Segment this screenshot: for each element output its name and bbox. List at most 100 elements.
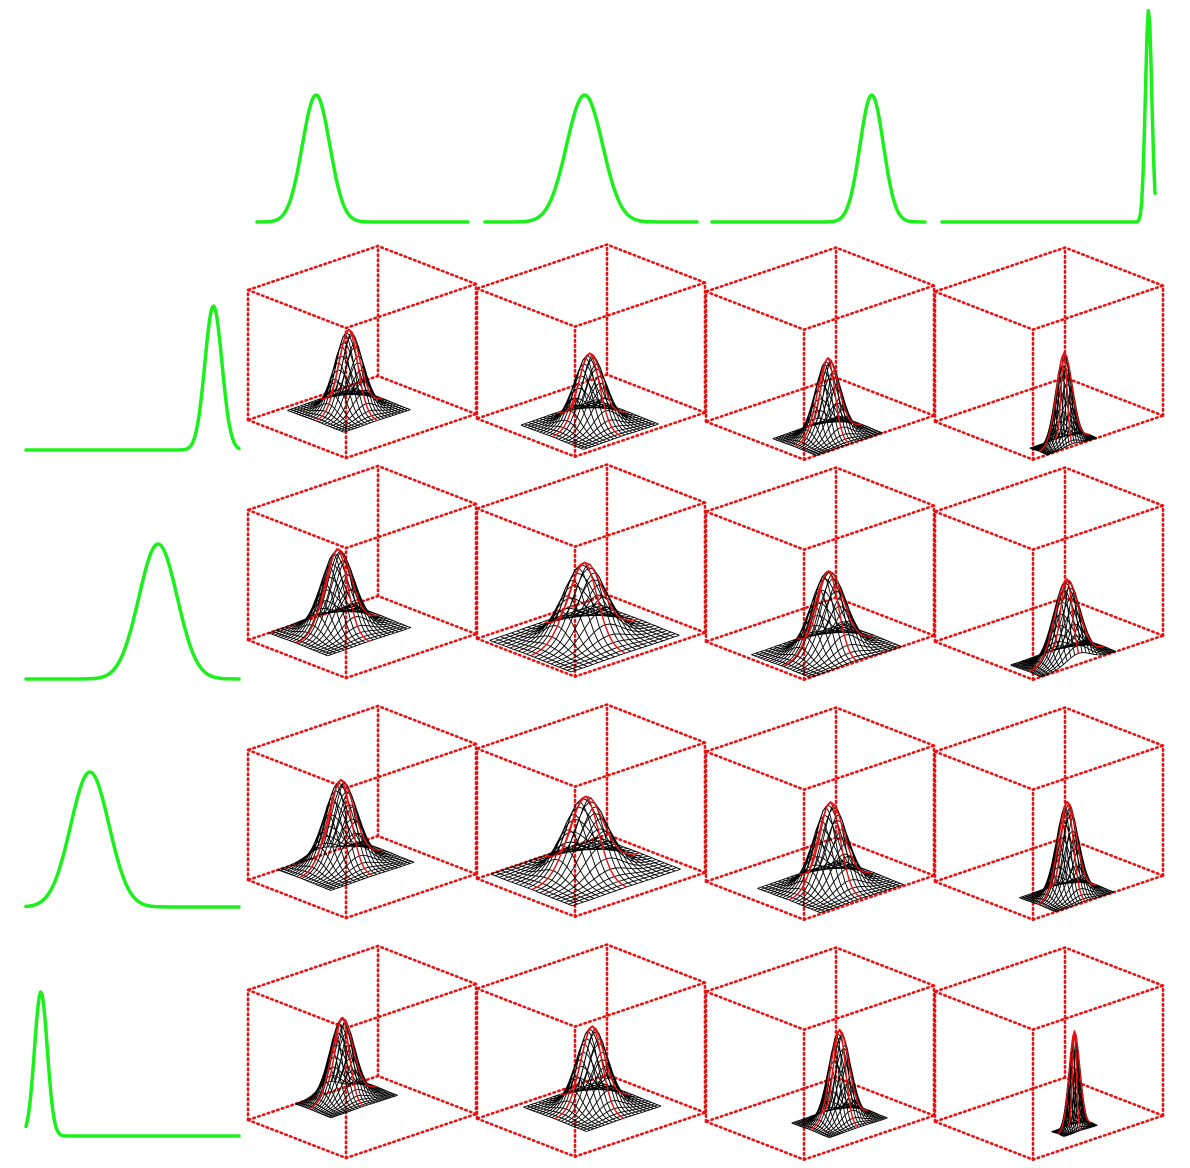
box-edge	[246, 244, 380, 292]
box-edge	[704, 836, 838, 883]
box-edge	[475, 1073, 609, 1120]
top-marginal-curves	[255, 8, 1157, 224]
box-edge	[573, 981, 707, 1028]
box-edge	[246, 464, 380, 512]
surface-panel-r2-c3	[704, 466, 936, 681]
surface-panels	[246, 243, 1165, 1161]
surface-panel-r4-c3	[704, 946, 936, 1161]
box-edge	[933, 466, 1067, 513]
box-edge	[573, 411, 707, 458]
box-edge	[246, 508, 348, 550]
box-edge	[246, 1074, 380, 1122]
box-edge	[704, 706, 838, 753]
box-edge	[933, 596, 1067, 643]
box-edge	[1063, 596, 1165, 637]
box-edge	[605, 703, 707, 744]
mesh-ridge-line	[327, 1017, 365, 1107]
box-edge	[475, 943, 609, 990]
box-edge	[344, 742, 478, 790]
box-edge	[344, 502, 478, 550]
top-marginal-curve-3	[710, 93, 927, 224]
box-edge	[704, 1076, 838, 1123]
mesh-line	[295, 548, 379, 644]
box-edge	[376, 1074, 478, 1116]
box-edge	[376, 374, 478, 416]
box-edge	[704, 376, 838, 423]
left-marginal-curves	[24, 304, 241, 1138]
box-edge	[834, 596, 936, 637]
box-edge	[344, 872, 478, 920]
box-edge	[573, 1111, 707, 1158]
box-edge	[704, 880, 806, 921]
mesh-ridge-line	[1037, 800, 1097, 906]
box-edge	[376, 464, 478, 506]
mesh-line	[580, 422, 656, 449]
box-edge	[573, 871, 707, 918]
box-edge	[933, 750, 1035, 791]
box-edge	[802, 504, 936, 551]
box-edge	[802, 414, 936, 461]
box-edge	[704, 640, 806, 681]
box-edge	[246, 418, 348, 460]
box-edge	[376, 704, 478, 746]
mesh-line	[1063, 1124, 1098, 1137]
surface-panel-r3-c1	[246, 704, 478, 920]
box-edge	[704, 420, 806, 461]
box-edge	[834, 466, 936, 507]
left-marginal-curve-3	[24, 770, 241, 909]
box-edge	[1031, 984, 1165, 1031]
box-edge	[933, 946, 1067, 993]
mesh-ridge-line	[310, 548, 370, 642]
mesh-line	[555, 806, 638, 884]
box-edge	[344, 1112, 478, 1160]
box-edge	[376, 594, 478, 636]
mesh-ridge-line	[794, 357, 862, 448]
surface-panel-r4-c4	[933, 946, 1165, 1161]
box-edge	[704, 466, 838, 513]
box-edge	[834, 706, 936, 747]
box-edge	[475, 593, 609, 640]
box-edge	[1031, 634, 1165, 681]
box-edge	[344, 982, 478, 1030]
box-edge	[475, 747, 577, 788]
surface-panel-r3-c2	[475, 703, 707, 918]
box-edge	[1063, 706, 1165, 747]
box-edge	[704, 990, 806, 1031]
box-edge	[704, 290, 806, 331]
box-edge	[475, 507, 577, 548]
mesh-line	[813, 881, 898, 911]
box-edge	[933, 706, 1067, 753]
box-edge	[246, 638, 348, 680]
box-edge	[246, 944, 380, 992]
mesh-ridge-line	[299, 779, 383, 879]
box-edge	[344, 412, 478, 460]
box-edge	[475, 987, 577, 1028]
mesh-ridge-line	[308, 1016, 376, 1110]
box-edge	[933, 420, 1035, 461]
top-marginal-curve-4	[940, 8, 1157, 224]
box-edge	[802, 634, 936, 681]
box-edge	[1063, 376, 1165, 417]
mesh-ridge-line	[295, 548, 380, 644]
box-edge	[933, 290, 1035, 331]
box-edge	[605, 833, 707, 874]
surface-panel-r2-c1	[246, 464, 478, 680]
mesh-ridge-line	[1057, 1030, 1092, 1135]
box-edge	[1031, 744, 1165, 791]
box-edge	[802, 744, 936, 791]
surface-panel-r3-c3	[704, 706, 936, 921]
mesh-ridge-line	[1028, 578, 1105, 673]
mesh-line	[820, 884, 904, 914]
mesh-line	[280, 842, 364, 872]
box-edge	[933, 880, 1035, 921]
box-edge	[344, 282, 478, 330]
box-edge	[933, 1120, 1035, 1161]
box-edge	[246, 988, 348, 1030]
surface-panel-r2-c2	[475, 463, 707, 678]
mesh-ridge-line	[1038, 351, 1090, 452]
box-edge	[376, 944, 478, 986]
mesh-ridge-line	[315, 328, 383, 422]
box-edge	[246, 704, 380, 752]
surface-panel-r1-c4	[933, 246, 1165, 461]
